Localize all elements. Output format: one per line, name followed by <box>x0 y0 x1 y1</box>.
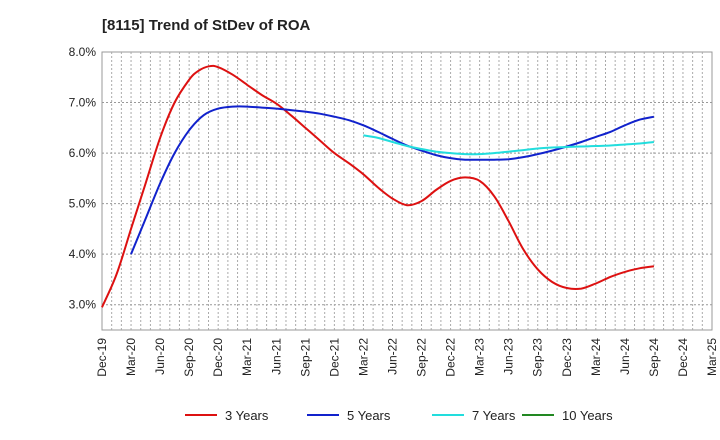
y-tick-label: 7.0% <box>69 96 97 110</box>
x-tick-label: Mar-24 <box>589 338 603 376</box>
x-tick-label: Mar-22 <box>356 338 370 376</box>
legend-label: 7 Years <box>472 408 516 423</box>
x-tick-label: Sep-22 <box>415 338 429 377</box>
x-tick-label: Dec-20 <box>211 338 225 377</box>
y-axis-ticks: 3.0% 4.0% 5.0% 6.0% 7.0% 8.0% <box>69 45 97 312</box>
x-axis-ticks: Dec-19 Mar-20 Jun-20 Sep-20 Dec-20 Mar-21 Jun-… <box>95 338 719 377</box>
x-tick-label: Mar-25 <box>705 338 719 376</box>
x-tick-label: Dec-19 <box>95 338 109 377</box>
x-tick-label: Jun-20 <box>153 338 167 375</box>
x-tick-label: Sep-20 <box>182 338 196 377</box>
x-tick-label: Sep-21 <box>298 338 312 377</box>
legend-label: 10 Years <box>562 408 613 423</box>
legend: 3 Years 5 Years 7 Years 10 Years <box>185 408 613 423</box>
y-tick-label: 5.0% <box>69 197 97 211</box>
x-tick-label: Mar-23 <box>473 338 487 376</box>
x-tick-label: Mar-21 <box>240 338 254 376</box>
series-line-7-years <box>363 134 654 156</box>
x-tick-label: Jun-23 <box>502 338 516 375</box>
x-tick-label: Jun-24 <box>618 338 632 375</box>
x-tick-label: Dec-23 <box>560 338 574 377</box>
series-lines <box>101 64 655 308</box>
y-tick-label: 6.0% <box>69 146 97 160</box>
y-tick-label: 4.0% <box>69 247 97 261</box>
series-line-3-years <box>101 64 655 308</box>
x-tick-label: Sep-24 <box>647 338 661 377</box>
x-tick-label: Dec-24 <box>676 338 690 377</box>
chart-title: [8115] Trend of StDev of ROA <box>102 17 311 34</box>
x-tick-label: Dec-22 <box>444 338 458 377</box>
legend-label: 5 Years <box>347 408 391 423</box>
x-tick-label: Sep-23 <box>531 338 545 377</box>
grid-lines <box>102 52 712 330</box>
y-tick-label: 3.0% <box>69 298 97 312</box>
x-tick-label: Dec-21 <box>327 338 341 377</box>
legend-label: 3 Years <box>225 408 269 423</box>
plot-border <box>101 51 713 331</box>
plot-area <box>101 51 713 331</box>
x-tick-label: Mar-20 <box>124 338 138 376</box>
x-tick-label: Jun-22 <box>385 338 399 375</box>
y-tick-label: 8.0% <box>69 45 97 59</box>
x-tick-label: Jun-21 <box>269 338 283 375</box>
